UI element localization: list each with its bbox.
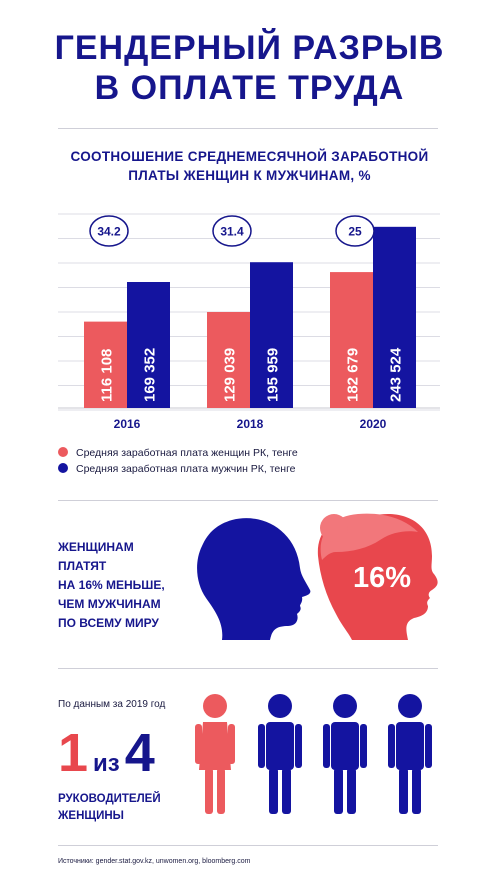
chart-subtitle-line-1: СООТНОШЕНИЕ СРЕДНЕМЕСЯЧНОЙ ЗАРАБОТНОЙ bbox=[70, 149, 429, 164]
page-title-line-1: ГЕНДЕРНЫЙ РАЗРЫВ bbox=[54, 29, 445, 67]
pay-gap-statement: ЖЕНЩИНАМ ПЛАТЯТ НА 16% МЕНЬШЕ, ЧЕМ МУЖЧИ… bbox=[58, 538, 188, 633]
bar-value-label: 116 108 bbox=[99, 349, 116, 402]
gap-percent-label: 34.2 bbox=[97, 225, 121, 239]
bar-value-label: 169 352 bbox=[142, 348, 159, 402]
page-title-line-2: В ОПЛАТЕ ТРУДА bbox=[94, 69, 405, 107]
divider bbox=[58, 668, 438, 669]
legend-swatch-men bbox=[58, 463, 68, 473]
legend-item-women: Средняя заработная плата женщин РК, тенг… bbox=[58, 447, 298, 459]
category-label: 2020 bbox=[360, 417, 387, 431]
bar-value-label: 195 959 bbox=[265, 348, 282, 402]
data-year-note: По данным за 2019 год bbox=[58, 699, 166, 710]
legend-item-men: Средняя заработная плата мужчин РК, тенг… bbox=[58, 463, 296, 475]
male-head-icon bbox=[197, 518, 311, 640]
number-four: 4 bbox=[124, 723, 155, 783]
bar-value-label: 129 039 bbox=[222, 348, 239, 402]
gap-badge bbox=[212, 215, 252, 247]
pay-gap-line: НА 16% МЕНЬШЕ, bbox=[58, 578, 165, 592]
of-word: из bbox=[93, 750, 120, 777]
hair-bun-icon bbox=[320, 514, 348, 542]
gap-percent-label: 31.4 bbox=[220, 225, 244, 239]
gap-badge bbox=[89, 215, 129, 247]
bar bbox=[207, 311, 250, 408]
salary-bar-chart: 116 108 169 352 2016 34.2 129 039 195 959 2018… bbox=[58, 213, 440, 431]
pay-gap-line: ЖЕНЩИНАМ bbox=[58, 540, 134, 554]
number-one: 1 bbox=[58, 723, 89, 783]
pay-gap-percent: 16% bbox=[353, 562, 412, 594]
bar bbox=[373, 226, 416, 408]
category-label: 2018 bbox=[237, 417, 264, 431]
managers-caption: РУКОВОДИТЕЛЕЙ ЖЕНЩИНЫ bbox=[58, 791, 198, 825]
man-figure-icon bbox=[388, 694, 432, 814]
divider bbox=[58, 500, 438, 501]
bar bbox=[330, 272, 373, 408]
category-label: 2016 bbox=[114, 417, 141, 431]
woman-figure-icon bbox=[195, 694, 235, 814]
legend-swatch-women bbox=[58, 447, 68, 457]
man-figure-icon bbox=[258, 694, 302, 814]
bar bbox=[250, 262, 293, 408]
chart-subtitle-line-2: ПЛАТЫ ЖЕНЩИН К МУЖЧИНАМ, % bbox=[128, 168, 371, 183]
female-hair-icon bbox=[320, 513, 418, 560]
legend-label-women: Средняя заработная плата женщин РК, тенг… bbox=[76, 447, 298, 459]
pay-gap-line: ПО ВСЕМУ МИРУ bbox=[58, 616, 159, 630]
pay-gap-line: ПЛАТЯТ bbox=[58, 559, 107, 573]
managers-caption-line-1: РУКОВОДИТЕЛЕЙ bbox=[58, 793, 161, 805]
bar-value-label: 182 679 bbox=[345, 348, 362, 402]
sources-note: Источники: gender.stat.gov.kz, unwomen.o… bbox=[58, 858, 251, 865]
chart-subtitle: СООТНОШЕНИЕ СРЕДНЕМЕСЯЧНОЙ ЗАРАБОТНОЙ ПЛ… bbox=[40, 147, 459, 185]
gap-badge bbox=[335, 215, 375, 247]
legend-label-men: Средняя заработная плата мужчин РК, тенг… bbox=[76, 463, 296, 475]
bar-value-label: 243 524 bbox=[388, 347, 405, 402]
divider bbox=[58, 128, 438, 129]
divider bbox=[58, 845, 438, 846]
gap-percent-label: 25 bbox=[348, 225, 362, 239]
one-in-four-stat: 1 из4 bbox=[58, 725, 155, 781]
managers-caption-line-2: ЖЕНЩИНЫ bbox=[58, 810, 124, 822]
bar bbox=[127, 282, 170, 408]
man-figure-icon bbox=[323, 694, 367, 814]
pay-gap-line: ЧЕМ МУЖЧИНАМ bbox=[58, 597, 161, 611]
bar bbox=[84, 321, 127, 408]
page-title: ГЕНДЕРНЫЙ РАЗРЫВ В ОПЛАТЕ ТРУДА bbox=[0, 28, 499, 108]
